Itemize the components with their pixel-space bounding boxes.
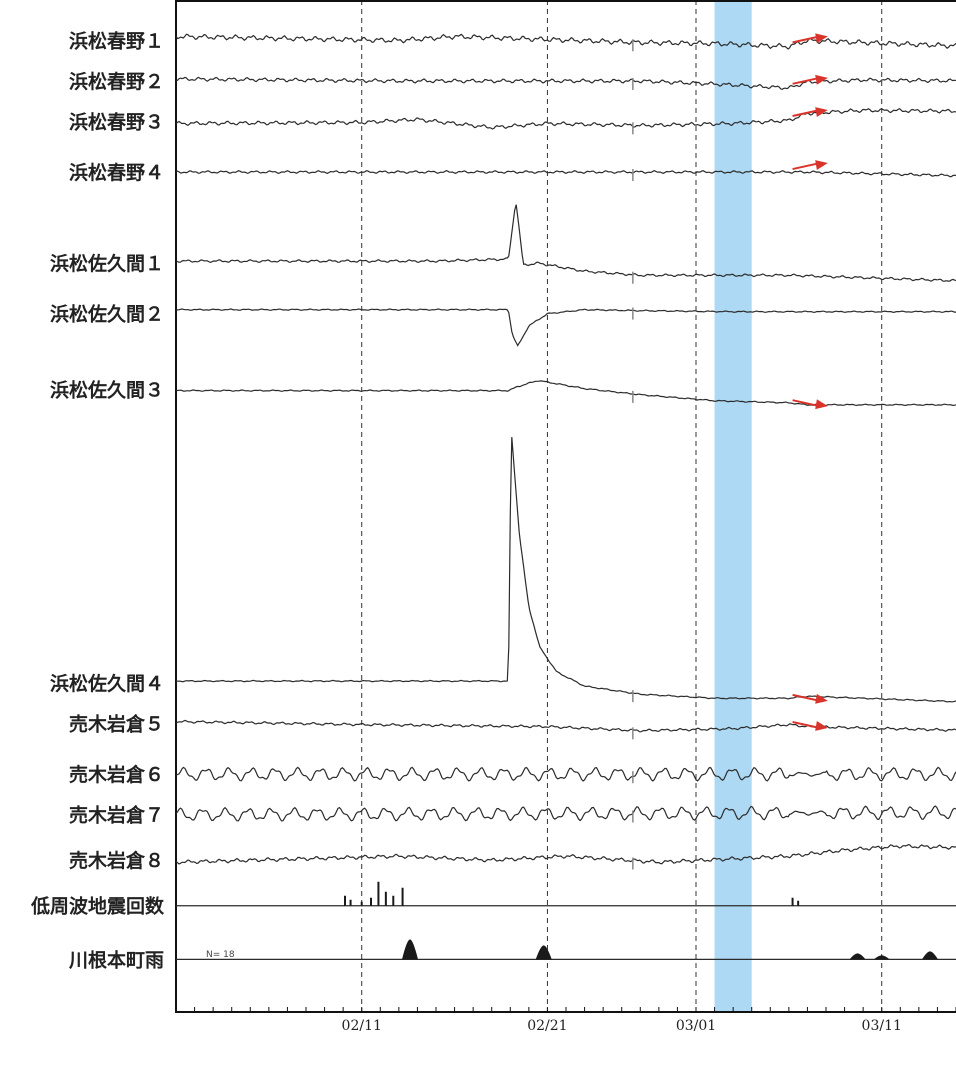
series-label: 売木岩倉８ <box>69 849 164 872</box>
change-arrow <box>792 399 821 408</box>
arrow-head <box>815 721 828 731</box>
inset-note: N= 18 <box>206 950 235 960</box>
series-label: 売木岩倉６ <box>69 763 164 786</box>
trace-line <box>175 805 956 822</box>
x-tick-label: 02/11 <box>342 1018 382 1034</box>
change-arrow <box>792 721 821 729</box>
change-arrow <box>792 162 821 171</box>
x-tick-label: 03/11 <box>862 1018 902 1034</box>
trace-line <box>175 437 956 703</box>
series-label: 売木岩倉７ <box>69 804 164 827</box>
change-arrow <box>792 693 821 702</box>
series-label: 浜松春野３ <box>69 110 164 133</box>
highlight-band <box>714 0 752 1012</box>
trace-line <box>175 107 956 130</box>
arrow-head <box>815 160 828 170</box>
arrow-head <box>815 399 828 410</box>
change-arrow <box>792 76 821 85</box>
series-label: 浜松春野４ <box>69 161 164 184</box>
series-label: 浜松春野１ <box>69 29 164 52</box>
trace-line <box>175 843 956 865</box>
rain-peak <box>873 955 890 960</box>
change-arrow <box>792 109 821 117</box>
x-tick-label: 02/21 <box>527 1018 567 1034</box>
trace-line <box>175 204 956 282</box>
series-label: 浜松佐久間４ <box>50 672 164 695</box>
series-label: 売木岩倉５ <box>69 713 164 736</box>
arrow-head <box>815 693 828 704</box>
rain-peak <box>922 951 938 960</box>
plot-frame <box>175 0 956 1013</box>
trace-line <box>175 76 956 90</box>
change-arrow <box>792 35 821 44</box>
rain-peak <box>849 953 866 960</box>
trace-line <box>175 308 956 347</box>
arrow-head <box>815 74 828 85</box>
rain-peak <box>535 945 552 960</box>
series-label: 川根本町雨 <box>68 948 164 971</box>
x-tick-label: 03/01 <box>676 1018 716 1034</box>
trace-line <box>175 766 956 782</box>
series-label: 浜松佐久間１ <box>50 252 164 275</box>
trace-line <box>175 170 956 178</box>
arrow-head <box>815 107 828 117</box>
arrow-head <box>815 33 828 44</box>
series-label: 浜松佐久間３ <box>50 379 164 402</box>
trace-line <box>175 33 956 50</box>
series-label: 浜松春野２ <box>69 70 164 93</box>
trace-line <box>175 719 956 733</box>
series-label: 低周波地震回数 <box>30 895 165 918</box>
rain-peak <box>402 939 418 960</box>
series-label: 浜松佐久間２ <box>50 303 164 326</box>
